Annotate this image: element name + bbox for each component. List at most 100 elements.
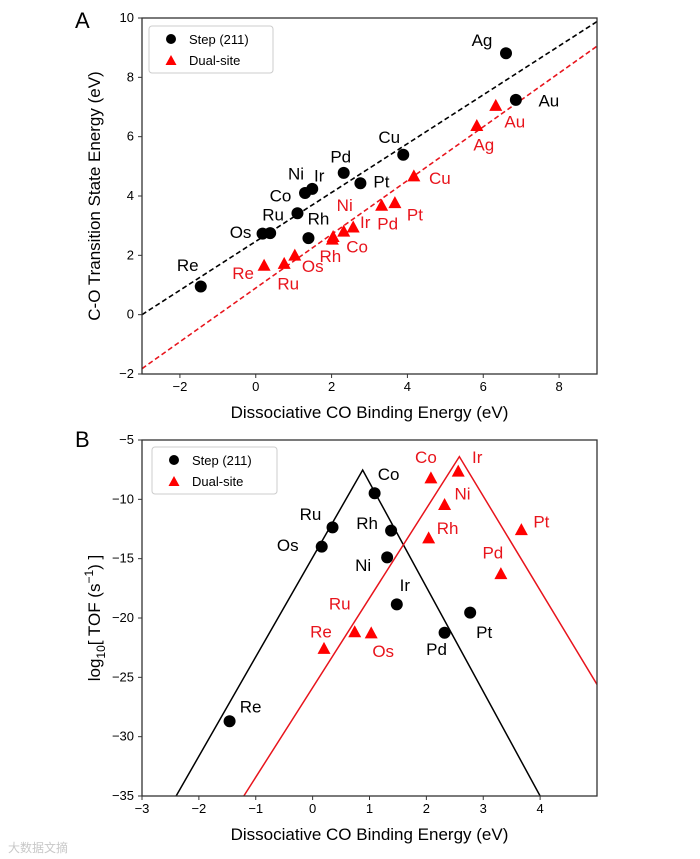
ylabel-sub: 10 bbox=[94, 645, 108, 659]
panel-label: B bbox=[75, 427, 90, 452]
data-point-step-ni bbox=[299, 187, 312, 200]
y-axis-label: C-O Transition State Energy (eV) bbox=[85, 71, 104, 320]
ylabel-mid: [ TOF (s bbox=[85, 584, 104, 646]
y-tick-label: 4 bbox=[127, 188, 134, 203]
data-point-dual-os bbox=[288, 248, 302, 261]
y-tick-label: −25 bbox=[112, 669, 134, 684]
point-label: Re bbox=[232, 264, 254, 283]
legend-dual-site-label: Dual-site bbox=[189, 53, 240, 68]
x-tick-label: 4 bbox=[537, 801, 544, 816]
data-point-dual-os bbox=[364, 626, 378, 639]
legend: Step (211) Dual-site bbox=[151, 446, 278, 495]
data-point-dual-ir bbox=[451, 464, 465, 477]
y-tick-label: 10 bbox=[120, 10, 134, 25]
y-tick-label: −20 bbox=[112, 610, 134, 625]
data-point-dual-pd bbox=[494, 567, 508, 580]
x-axis-label: Dissociative CO Binding Energy (eV) bbox=[231, 825, 509, 844]
point-label: Ru bbox=[277, 274, 299, 293]
data-point-dual-ni bbox=[337, 224, 351, 237]
x-tick-label: −2 bbox=[191, 801, 206, 816]
legend-box bbox=[148, 25, 274, 74]
data-point-step-ag bbox=[500, 47, 512, 60]
data-point-step-os bbox=[256, 227, 269, 240]
legend-triangle-icon bbox=[165, 55, 177, 65]
y-axis-label: log10[ TOF (s−1) ] bbox=[82, 555, 108, 682]
data-point-step-pd bbox=[337, 166, 350, 179]
data-point-dual-ni bbox=[438, 498, 452, 511]
legend: Step (211) Dual-site bbox=[148, 25, 274, 74]
point-label: Ir bbox=[360, 213, 371, 232]
legend-dual-site-label: Dual-site bbox=[192, 474, 243, 489]
ylabel-sup: −1 bbox=[82, 570, 96, 584]
y-tick-label: −15 bbox=[112, 551, 134, 566]
point-label: Pd bbox=[426, 640, 447, 659]
point-label: Ag bbox=[473, 135, 494, 154]
point-label: Co bbox=[346, 237, 368, 256]
point-label: Ni bbox=[288, 165, 304, 184]
y-tick-label: −35 bbox=[112, 788, 134, 803]
data-point-dual-ir bbox=[346, 220, 360, 233]
legend-circle-icon bbox=[166, 34, 176, 44]
point-label: Re bbox=[177, 256, 199, 275]
legend-step-label: Step (211) bbox=[189, 32, 249, 47]
volcano-line-dual-site bbox=[243, 455, 597, 796]
x-tick-label: −1 bbox=[248, 801, 263, 816]
y-tick-label: 6 bbox=[127, 129, 134, 144]
point-label: Rh bbox=[356, 514, 378, 533]
ylabel-log: log bbox=[85, 659, 104, 682]
volcano-line-step bbox=[175, 468, 541, 796]
x-tick-label: 3 bbox=[480, 801, 487, 816]
point-label: Re bbox=[240, 698, 262, 717]
data-point-dual-pd bbox=[375, 198, 389, 211]
x-tick-label: 8 bbox=[555, 379, 562, 394]
point-label: Rh bbox=[437, 519, 459, 538]
data-point-dual-pt bbox=[388, 196, 402, 209]
data-point-dual-ag bbox=[470, 118, 484, 131]
point-label: Ru bbox=[262, 206, 284, 225]
data-point-step-pt bbox=[354, 177, 367, 190]
x-tick-label: 1 bbox=[366, 801, 373, 816]
ylabel-end: ) ] bbox=[85, 555, 104, 570]
data-point-dual-re bbox=[317, 641, 331, 654]
point-label: Ni bbox=[455, 485, 471, 504]
point-label: Re bbox=[310, 622, 332, 641]
data-point-step-pt bbox=[464, 606, 477, 619]
point-label: Os bbox=[277, 536, 299, 555]
y-tick-label: 2 bbox=[127, 247, 134, 262]
y-tick-label: −2 bbox=[119, 366, 134, 381]
y-tick-label: 0 bbox=[127, 307, 134, 322]
x-axis-label: Dissociative CO Binding Energy (eV) bbox=[231, 403, 509, 422]
fit-line-step bbox=[142, 20, 597, 316]
point-label: Au bbox=[504, 112, 525, 131]
point-label: Pt bbox=[407, 206, 423, 225]
legend-triangle-icon bbox=[168, 476, 180, 486]
data-point-step-rh bbox=[302, 232, 315, 245]
point-label: Pt bbox=[533, 513, 549, 532]
x-tick-label: 4 bbox=[404, 379, 411, 394]
point-label: Pd bbox=[377, 214, 398, 233]
point-label: Co bbox=[378, 465, 400, 484]
legend-step-label: Step (211) bbox=[192, 453, 252, 468]
point-label: Pd bbox=[482, 544, 503, 563]
data-point-dual-cu bbox=[407, 169, 421, 182]
x-tick-label: −3 bbox=[135, 801, 150, 816]
data-point-step-au bbox=[509, 93, 522, 106]
data-point-step-rh bbox=[385, 524, 398, 537]
point-label: Rh bbox=[319, 247, 341, 266]
watermark: 大数据文摘 bbox=[8, 840, 68, 855]
point-label: Pt bbox=[476, 623, 492, 642]
data-point-dual-ru bbox=[348, 625, 362, 638]
point-label: Pd bbox=[330, 147, 351, 166]
point-label: Ni bbox=[355, 556, 371, 575]
data-point-dual-ru bbox=[277, 256, 291, 269]
legend-box bbox=[151, 446, 278, 495]
point-label: Co bbox=[270, 187, 292, 206]
x-tick-label: −2 bbox=[173, 379, 188, 394]
data-point-step-pd bbox=[438, 626, 451, 639]
x-tick-label: 0 bbox=[309, 801, 316, 816]
data-point-dual-au bbox=[489, 98, 503, 111]
point-label: Au bbox=[538, 91, 559, 110]
point-label: Rh bbox=[308, 210, 330, 229]
x-tick-label: 2 bbox=[423, 801, 430, 816]
legend-circle-icon bbox=[169, 455, 179, 465]
